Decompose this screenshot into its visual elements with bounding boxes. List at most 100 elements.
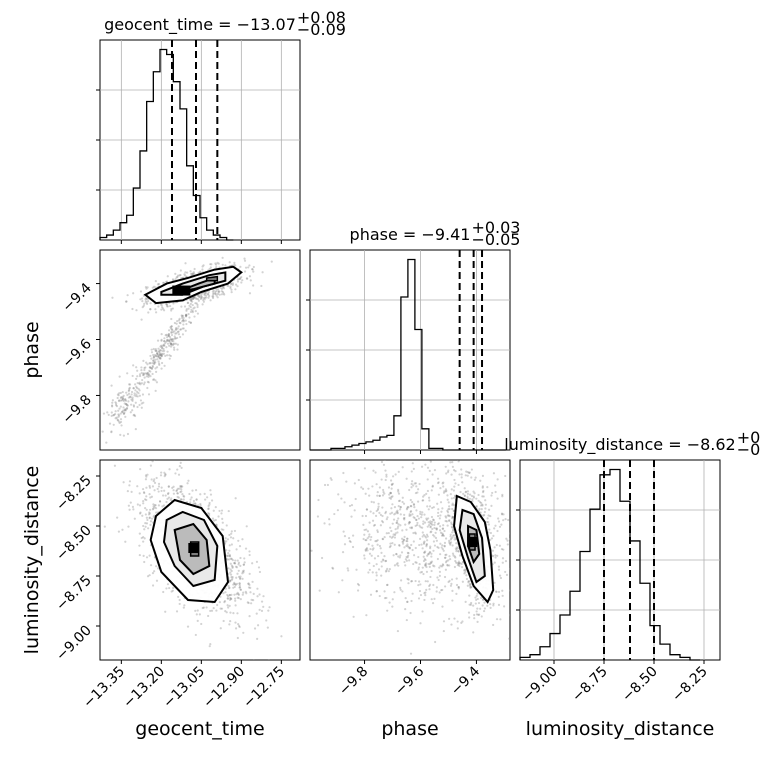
sample-point (253, 627, 257, 630)
sample-point (375, 574, 378, 577)
sample-point (481, 474, 485, 477)
sample-point (501, 589, 504, 592)
sample-point (481, 503, 484, 506)
sample-point (148, 511, 151, 514)
sample-point (422, 495, 425, 498)
sample-point (458, 554, 462, 557)
histogram-bin (345, 447, 352, 450)
sample-point (410, 470, 413, 473)
sample-point (453, 565, 457, 569)
sample-point (176, 468, 179, 471)
sample-point (425, 543, 428, 546)
sample-point (422, 559, 426, 563)
sample-point (407, 582, 410, 585)
sample-point (477, 601, 481, 605)
sample-point (429, 547, 432, 550)
density-peak (188, 543, 199, 553)
sample-point (508, 637, 510, 640)
sample-point (429, 525, 432, 528)
sample-point (245, 525, 248, 528)
sample-point (347, 569, 350, 572)
sample-point (132, 414, 135, 417)
sample-point (192, 271, 195, 274)
sample-point (160, 304, 163, 307)
sample-point (500, 547, 504, 551)
x-tick-label: −13.20 (120, 664, 168, 712)
sample-point (184, 319, 187, 322)
sample-point (242, 563, 245, 566)
sample-point (237, 539, 240, 542)
sample-point (395, 521, 398, 524)
sample-point (479, 607, 482, 610)
sample-point (494, 490, 497, 494)
sample-point (156, 283, 160, 286)
sample-point (173, 330, 176, 333)
sample-point (343, 501, 346, 504)
sample-point (233, 581, 236, 584)
sample-point (230, 579, 233, 582)
sample-point (229, 562, 232, 565)
sample-point (381, 494, 385, 497)
sample-point (385, 569, 388, 572)
sample-point (154, 349, 157, 352)
sample-point (452, 489, 455, 492)
sample-point (451, 465, 454, 468)
sample-point (240, 281, 243, 284)
sample-point (407, 578, 410, 581)
sample-point (145, 486, 148, 489)
sample-point (385, 518, 388, 521)
sample-point (233, 593, 236, 596)
sample-point (224, 587, 227, 590)
sample-point (161, 505, 164, 508)
sample-point (380, 565, 383, 568)
sample-point (256, 637, 259, 640)
sample-point (445, 516, 448, 519)
sample-point (151, 508, 155, 511)
sample-point (239, 588, 242, 591)
sample-point (152, 515, 155, 518)
sample-point (389, 491, 392, 494)
sample-point (356, 589, 360, 592)
sample-point (159, 356, 162, 359)
histogram-bin (352, 445, 359, 450)
sample-point (487, 520, 490, 524)
sample-point (169, 304, 172, 308)
sample-point (401, 496, 404, 499)
sample-point (403, 516, 406, 520)
sample-point (413, 554, 416, 557)
sample-point (199, 504, 202, 507)
sample-point (473, 492, 476, 495)
sample-point (399, 505, 402, 509)
sample-point (414, 524, 417, 527)
sample-point (416, 514, 419, 518)
sample-point (401, 466, 404, 469)
sample-point (241, 593, 244, 596)
sample-point (242, 631, 245, 634)
sample-point (166, 342, 170, 345)
sample-point (441, 588, 444, 592)
sample-point (138, 374, 142, 378)
sample-point (224, 541, 227, 545)
sample-point (228, 555, 231, 558)
y-tick-label: −9.00 (53, 623, 95, 665)
sample-point (146, 373, 150, 376)
sample-point (368, 562, 371, 565)
sample-point (212, 607, 215, 610)
sample-point (439, 553, 442, 556)
sample-point (227, 567, 230, 570)
sample-point (122, 406, 125, 409)
sample-point (380, 460, 384, 464)
sample-point (395, 552, 398, 556)
sample-point (186, 301, 190, 304)
sample-point (391, 598, 394, 601)
sample-point (199, 493, 202, 496)
sample-point (440, 546, 443, 549)
sample-point (159, 345, 162, 348)
sample-point (456, 627, 459, 630)
sample-point (237, 622, 240, 626)
sample-point (128, 456, 130, 458)
sample-point (165, 587, 168, 590)
sample-point (455, 577, 458, 580)
sample-point (230, 557, 233, 560)
sample-point (176, 495, 179, 499)
